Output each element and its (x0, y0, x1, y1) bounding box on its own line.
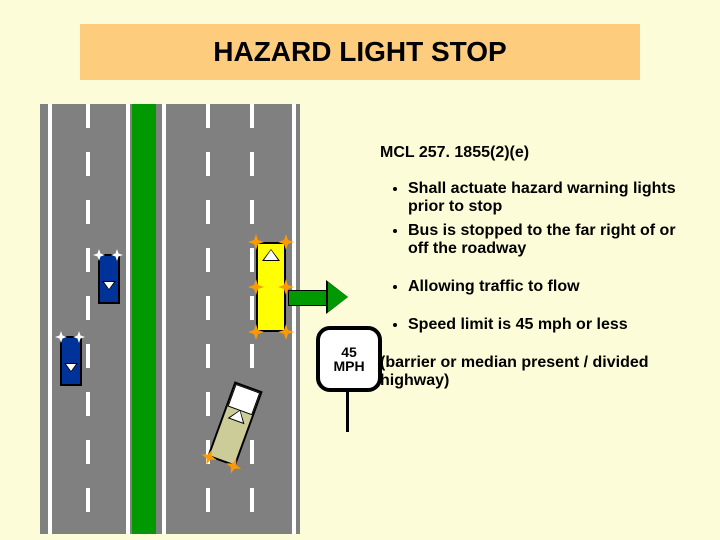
median-strip (132, 104, 156, 534)
bullet-item: Allowing traffic to flow (408, 278, 700, 296)
car-opposing-lane-2 (98, 254, 120, 304)
sign-post (346, 392, 349, 432)
bullet-group-2: Allowing traffic to flow (380, 278, 700, 296)
bullet-group-1: Shall actuate hazard warning lights prio… (380, 180, 700, 258)
bullet-item: Shall actuate hazard warning lights prio… (408, 180, 700, 216)
traffic-flow-arrow (288, 282, 348, 312)
sign-speed: 45 (341, 345, 357, 359)
bullet-item: Bus is stopped to the far right of or of… (408, 222, 700, 258)
statute-citation: MCL 257. 1855(2)(e) (380, 144, 700, 162)
bus-stopped (256, 242, 286, 332)
road-diagram (40, 104, 300, 534)
car-opposing-lane-1 (60, 336, 82, 386)
title-bar: HAZARD LIGHT STOP (80, 24, 640, 80)
sign-unit: MPH (333, 359, 364, 373)
text-column: MCL 257. 1855(2)(e) Shall actuate hazard… (380, 144, 700, 390)
speed-limit-sign: 45 MPH (316, 326, 382, 392)
bullet-item: Speed limit is 45 mph or less (408, 316, 700, 334)
title-text: HAZARD LIGHT STOP (213, 36, 506, 68)
footnote: (barrier or median present / divided hig… (380, 354, 700, 390)
bullet-group-3: Speed limit is 45 mph or less (380, 316, 700, 334)
arrow-head (328, 282, 348, 312)
